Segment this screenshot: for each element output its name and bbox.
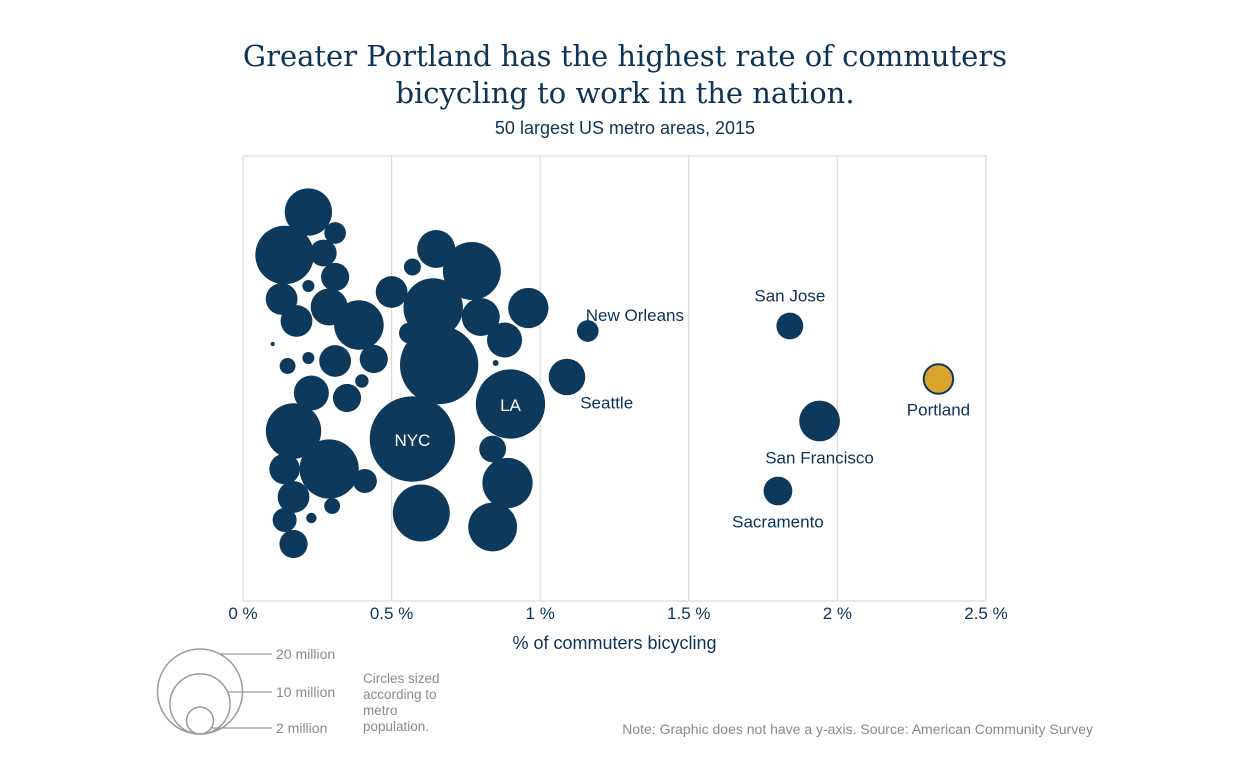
grid-lines (242, 155, 987, 602)
x-axis: 0 % 0.5 % 1 % 1.5 % 2 % 2.5 % % of commuters b… (228, 604, 1007, 653)
point-label: NYC (394, 431, 430, 450)
bubble (392, 484, 450, 542)
x-tick-label: 2 % (823, 604, 852, 623)
chart-title-line-2: bicycling to work in the nation. (395, 76, 855, 110)
bubble (272, 507, 297, 533)
x-tick-label: 2.5 % (964, 604, 1007, 623)
x-tick-label: 1 % (526, 604, 555, 623)
x-axis-label: % of commuters bicycling (512, 633, 716, 653)
bubble (359, 344, 388, 374)
bubble (417, 230, 456, 268)
bubble (284, 188, 333, 236)
legend-entry-label: 2 million (276, 720, 327, 736)
bubble-sacramento (763, 476, 793, 506)
data-points (255, 188, 955, 559)
bubble (293, 375, 329, 411)
bubble (270, 341, 275, 347)
point-label: Seattle (580, 393, 633, 412)
bubble (319, 345, 352, 377)
bubble (255, 225, 314, 285)
chart-subtitle: 50 largest US metro areas, 2015 (494, 118, 756, 138)
bubble (492, 359, 499, 367)
bubble (279, 358, 296, 374)
bubble (309, 239, 337, 267)
bubble (299, 439, 359, 499)
point-label: New Orleans (586, 306, 684, 325)
point-labels: NYC LA Seattle New Orleans San Jose San Franc… (394, 287, 970, 532)
bubble (355, 374, 369, 388)
size-legend-note: Circles sized according to metro populat… (363, 671, 440, 734)
chart-title-line-1: Greater Portland has the highest rate of… (242, 39, 1008, 73)
bubble-nyc (369, 396, 456, 482)
bubble (332, 383, 362, 413)
bubble-new-orleans (576, 320, 599, 342)
legend-entry-label: 10 million (276, 684, 335, 700)
bubble (442, 242, 501, 300)
bubble (479, 435, 507, 463)
point-label: LA (500, 396, 521, 415)
legend-entry-label: 20 million (276, 646, 335, 662)
bubble (279, 529, 308, 559)
chart-title: Greater Portland has the highest rate of… (0, 38, 1250, 112)
x-tick-label: 1.5 % (667, 604, 710, 623)
bubble (302, 279, 315, 293)
bubble-san-jose (776, 312, 804, 340)
bubble (403, 278, 463, 338)
bubble (508, 287, 549, 329)
x-tick-label: 0.5 % (370, 604, 413, 623)
point-label: Sacramento (732, 512, 824, 531)
bubble (265, 403, 322, 459)
bubble (306, 512, 317, 524)
bubble-seattle (548, 358, 586, 396)
legend-circle (169, 673, 231, 735)
bubble (487, 322, 523, 358)
bubble-portland (922, 363, 955, 395)
legend-circle (185, 706, 215, 735)
bubble (321, 262, 350, 292)
source-footnote: Note: Graphic does not have a y-axis. So… (622, 721, 1093, 737)
point-label: San Jose (754, 287, 825, 306)
bubble (302, 351, 315, 365)
bubble-san-francisco (799, 400, 840, 442)
point-label: Portland (907, 401, 970, 420)
bubble (468, 502, 518, 552)
bubble (280, 305, 313, 337)
bubble (334, 300, 384, 350)
bubble (399, 325, 479, 405)
bubble (375, 276, 408, 308)
x-tick-label: 0 % (228, 604, 257, 623)
bubble (461, 298, 500, 336)
bubble (352, 468, 377, 494)
bubble (403, 258, 421, 276)
bubble (269, 453, 300, 485)
point-label: San Francisco (765, 448, 874, 467)
size-legend: 20 million 10 million 2 million (156, 646, 335, 736)
bubble (482, 457, 533, 509)
bubble (324, 222, 346, 244)
bubble (324, 498, 341, 514)
bubble (277, 481, 310, 513)
bubble-la (475, 369, 546, 439)
